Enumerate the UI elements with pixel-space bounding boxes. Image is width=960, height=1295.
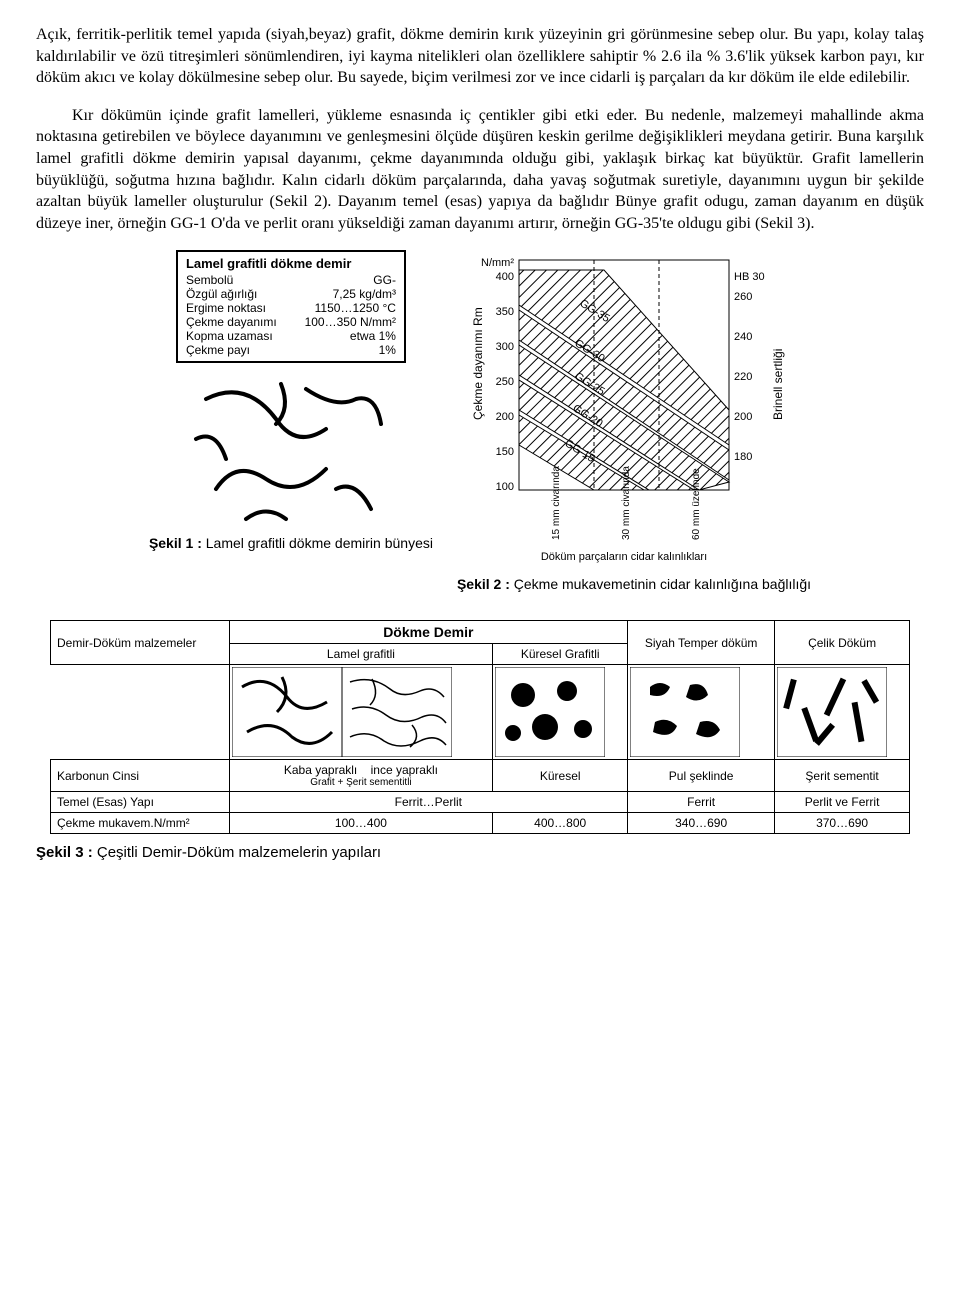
infobox-row-5: Çekme payı 1%: [186, 343, 396, 357]
svg-text:Döküm parçaların cidar kalınlı: Döküm parçaların cidar kalınlıkları: [541, 551, 707, 563]
t3-leftlabel-materials: Demir-Döküm malzemeler: [51, 621, 230, 665]
figure-2-chart: GG-35 GG-30 GG-25 GG-20 GG-15 100 150 20…: [464, 250, 804, 570]
figure-1-micrograph: [186, 369, 396, 529]
svg-text:100: 100: [496, 481, 514, 493]
figure-1-column: Lamel grafitli dökme demir Sembolü GG- Ö…: [149, 250, 433, 551]
t3-leftlabel-base: Temel (Esas) Yapı: [51, 792, 230, 813]
infobox-row-2: Ergime noktası 1150…1250 °C: [186, 301, 396, 315]
paragraph-1: Açık, ferritik-perlitik temel yapıda (si…: [36, 24, 924, 89]
t3-micro-celik: [775, 665, 910, 760]
svg-text:240: 240: [734, 331, 752, 343]
svg-text:200: 200: [734, 411, 752, 423]
svg-text:250: 250: [496, 376, 514, 388]
svg-text:150: 150: [496, 446, 514, 458]
svg-text:15 mm civarında: 15 mm civarında: [551, 466, 562, 540]
t3-micro-siyah: [628, 665, 775, 760]
figure-1-caption: Şekil 1 : Lamel grafitli dökme demirin b…: [149, 535, 433, 551]
figures-row: Lamel grafitli dökme demir Sembolü GG- Ö…: [36, 250, 924, 592]
t3-micro-kuresel: [493, 665, 628, 760]
infobox-lamel: Lamel grafitli dökme demir Sembolü GG- Ö…: [176, 250, 406, 363]
figure-2-column: GG-35 GG-30 GG-25 GG-20 GG-15 100 150 20…: [457, 250, 811, 592]
figure-3-table: Demir-Döküm malzemeler Dökme Demir Siyah…: [50, 620, 910, 834]
infobox-row-0: Sembolü GG-: [186, 273, 396, 287]
svg-text:Çekme dayanımı Rm: Çekme dayanımı Rm: [471, 308, 485, 421]
t3-col-kuresel: Küresel Grafitli: [493, 644, 628, 665]
t3-col-siyah: Siyah Temper döküm: [628, 621, 775, 665]
t3-leftlabel-tensile: Çekme mukavem.N/mm²: [51, 813, 230, 834]
paragraph-2: Kır dökümün içinde grafit lamelleri, yük…: [36, 105, 924, 235]
svg-text:30 mm civarında: 30 mm civarında: [621, 466, 632, 540]
t3-leftlabel-carbon: Karbonun Cinsi: [51, 760, 230, 792]
figure-2-caption: Şekil 2 : Çekme mukavemetinin cidar kalı…: [457, 576, 811, 592]
infobox-title: Lamel grafitli dökme demir: [186, 256, 396, 271]
infobox-row-4: Kopma uzaması etwa 1%: [186, 329, 396, 343]
svg-text:400: 400: [496, 271, 514, 283]
t3-col-celik: Çelik Döküm: [775, 621, 910, 665]
svg-text:Brinell sertliği: Brinell sertliği: [771, 349, 785, 420]
figure-3-caption: Şekil 3 : Çeşitli Demir-Döküm malzemeler…: [36, 844, 924, 861]
t3-col-lamel: Lamel grafitli: [229, 644, 493, 665]
svg-text:60 mm üzerinde: 60 mm üzerinde: [691, 468, 702, 540]
svg-text:N/mm²: N/mm²: [481, 257, 514, 269]
infobox-row-1: Özgül ağırlığı 7,25 kg/dm³: [186, 287, 396, 301]
svg-text:HB 30: HB 30: [734, 271, 765, 283]
infobox-row-3: Çekme dayanımı 100…350 N/mm²: [186, 315, 396, 329]
svg-text:260: 260: [734, 291, 752, 303]
svg-text:300: 300: [496, 341, 514, 353]
svg-text:220: 220: [734, 371, 752, 383]
t3-header: Dökme Demir: [229, 621, 628, 644]
svg-text:200: 200: [496, 411, 514, 423]
t3-micro-lamel: [229, 665, 493, 760]
svg-text:180: 180: [734, 451, 752, 463]
svg-text:350: 350: [496, 306, 514, 318]
